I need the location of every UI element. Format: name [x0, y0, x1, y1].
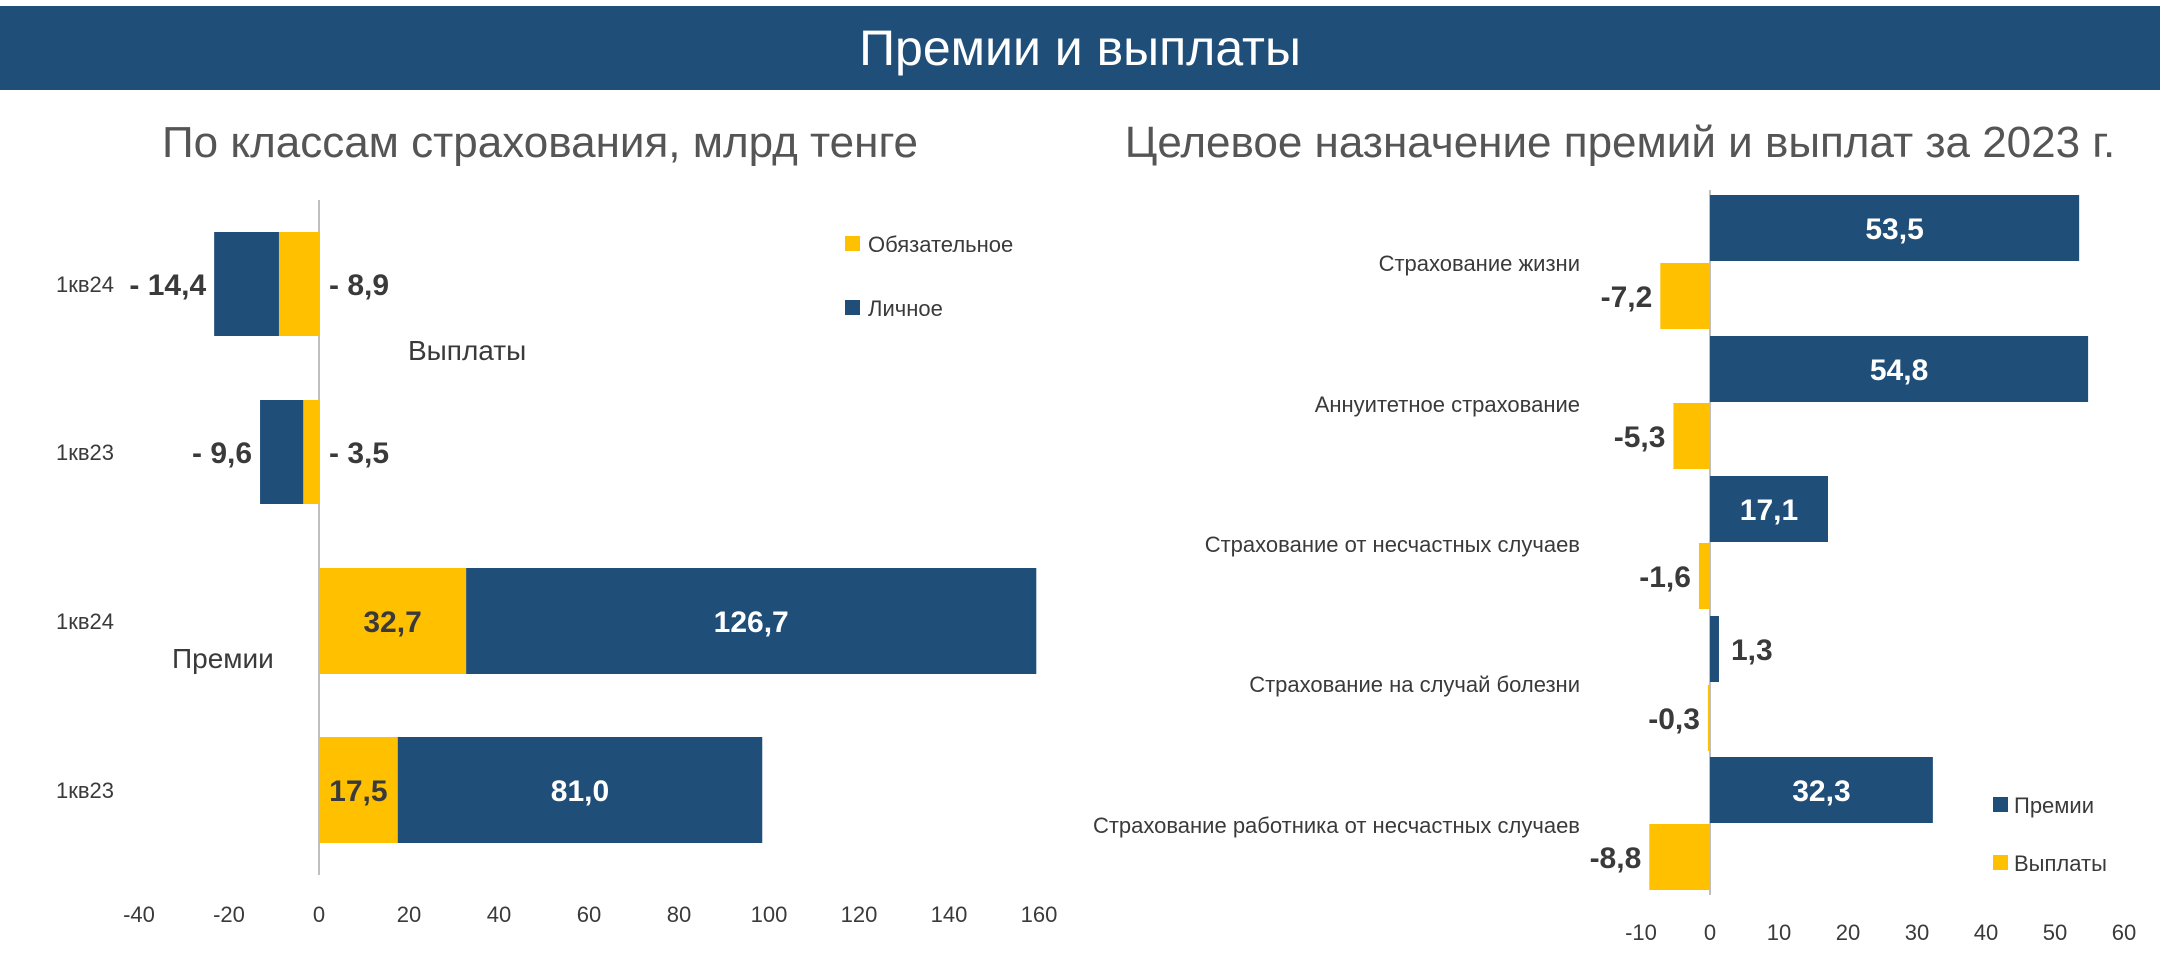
- title-banner: Премии и выплаты: [0, 6, 2160, 90]
- bar-payouts: [1698, 543, 1710, 609]
- group-label-payouts: Выплаты: [408, 335, 526, 366]
- bar-mandatory: [319, 568, 467, 674]
- bar-personal: [466, 568, 1037, 674]
- data-label-personal: 126,7: [714, 606, 789, 639]
- x-tick-label: 160: [1021, 902, 1058, 927]
- x-tick-label: 60: [2112, 920, 2136, 945]
- category-label: Страхование работника от несчастных случ…: [1093, 813, 1580, 838]
- x-tick-label: -10: [1625, 920, 1657, 945]
- bar-payouts: [1673, 403, 1710, 469]
- category-label: Страхование на случай болезни: [1249, 672, 1580, 697]
- bar-premiums: [1710, 616, 1719, 682]
- category-label: 1кв23: [56, 778, 114, 803]
- bar-payouts: [1707, 685, 1710, 751]
- bar-premiums: [1710, 336, 2089, 402]
- data-label-mandatory: - 8,9: [329, 269, 389, 302]
- page-title: Премии и выплаты: [859, 20, 1301, 76]
- data-label-mandatory: 32,7: [363, 606, 421, 639]
- bar-premiums: [1710, 757, 1933, 823]
- data-label-mandatory: - 3,5: [329, 437, 389, 470]
- category-label: Страхование жизни: [1379, 251, 1580, 276]
- legend-label-payouts: Выплаты: [2014, 851, 2107, 876]
- x-tick-label: 0: [1704, 920, 1716, 945]
- legend-swatch-personal: [845, 300, 860, 315]
- x-tick-label: 60: [577, 902, 601, 927]
- bar-payouts: [1649, 824, 1710, 890]
- data-label-personal: 81,0: [551, 775, 609, 808]
- category-label: 1кв24: [56, 609, 114, 634]
- category-label: 1кв24: [56, 272, 114, 297]
- right-chart-title: Целевое назначение премий и выплат за 20…: [1124, 118, 2116, 167]
- data-label-payouts: -1,6: [1639, 561, 1691, 594]
- data-label-mandatory: 17,5: [329, 775, 387, 808]
- data-label-personal: - 14,4: [129, 269, 206, 302]
- data-label-premiums: 54,8: [1870, 354, 1928, 387]
- legend-label-personal: Личное: [868, 296, 943, 321]
- bar-premiums: [1710, 195, 2080, 261]
- bar-premiums: [1710, 476, 1828, 542]
- legend-swatch-payouts: [1993, 855, 2008, 870]
- data-label-payouts: -0,3: [1648, 703, 1700, 736]
- x-tick-label: 20: [1836, 920, 1860, 945]
- legend-swatch-mandatory: [845, 236, 860, 251]
- x-tick-label: 10: [1767, 920, 1791, 945]
- category-label: 1кв23: [56, 440, 114, 465]
- x-tick-label: 120: [841, 902, 878, 927]
- x-tick-label: 80: [667, 902, 691, 927]
- bar-personal: [214, 232, 279, 336]
- data-label-payouts: -8,8: [1590, 842, 1642, 875]
- x-tick-label: 50: [2043, 920, 2067, 945]
- data-label-premiums: 32,3: [1792, 775, 1850, 808]
- x-tick-label: 140: [931, 902, 968, 927]
- legend-label-mandatory: Обязательное: [868, 232, 1013, 257]
- bar-mandatory: [319, 737, 398, 843]
- bar-mandatory: [278, 232, 319, 336]
- data-label-premiums: 17,1: [1740, 494, 1798, 527]
- bar-payouts: [1660, 263, 1710, 329]
- bar-personal: [397, 737, 763, 843]
- data-label-premiums: 1,3: [1731, 634, 1773, 667]
- x-tick-label: 20: [397, 902, 421, 927]
- x-tick-label: 0: [313, 902, 325, 927]
- data-label-personal: - 9,6: [192, 437, 252, 470]
- group-label-premiums: Премии: [172, 643, 274, 674]
- x-tick-label: 40: [1974, 920, 1998, 945]
- x-tick-label: -40: [123, 902, 155, 927]
- left-chart-title: По классам страхования, млрд тенге: [162, 118, 918, 167]
- bar-mandatory: [303, 400, 319, 504]
- legend-swatch-premiums: [1993, 797, 2008, 812]
- x-tick-label: -20: [213, 902, 245, 927]
- category-label: Страхование от несчастных случаев: [1205, 532, 1580, 557]
- x-tick-label: 100: [751, 902, 788, 927]
- category-label: Аннуитетное страхование: [1315, 392, 1580, 417]
- data-label-payouts: -7,2: [1601, 281, 1653, 314]
- legend-label-premiums: Премии: [2014, 793, 2094, 818]
- data-label-premiums: 53,5: [1865, 213, 1923, 246]
- data-label-payouts: -5,3: [1614, 421, 1666, 454]
- bar-personal: [260, 400, 304, 504]
- x-tick-label: 30: [1905, 920, 1929, 945]
- x-tick-label: 40: [487, 902, 511, 927]
